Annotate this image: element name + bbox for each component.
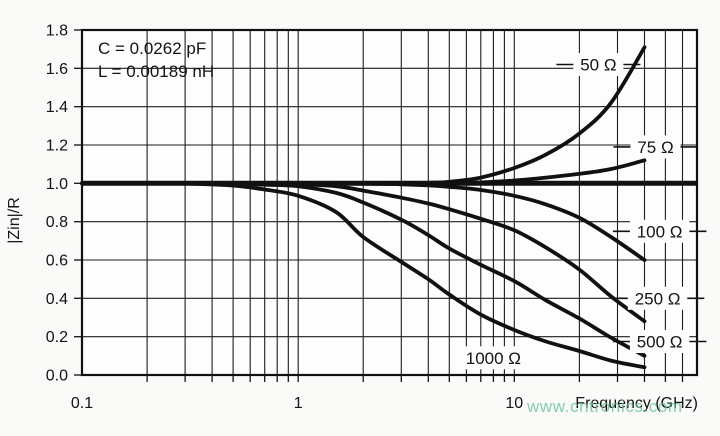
curve-1000-Ω (80, 181, 647, 370)
plot-border (80, 28, 699, 377)
annotation: C = 0.0262 pF L = 0.00189 nH (98, 39, 214, 81)
y-tick-label: 1.6 (46, 61, 68, 78)
annotation-capacitance: C = 0.0262 pF (98, 39, 206, 58)
y-tick-label: 0.0 (46, 368, 68, 385)
y-axis-title: |Zin|/R (6, 197, 23, 244)
x-tick-label: 10 (505, 395, 523, 412)
plot-area (82, 30, 697, 375)
y-tick-label: 0.8 (46, 214, 68, 231)
annotation-inductance: L = 0.00189 nH (98, 62, 214, 81)
label-backing (627, 286, 688, 310)
curve-labels: 50 Ω 75 Ω 100 Ω 250 Ω 500 Ω 1000 Ω (458, 53, 707, 370)
y-tick-label: 1.8 (46, 23, 68, 40)
y-tick-label: 0.4 (46, 291, 68, 308)
curve-label-100-Ω: 100 Ω (637, 222, 683, 241)
curve-label-250-Ω: 250 Ω (635, 289, 681, 308)
curve-label-500-Ω: 500 Ω (637, 333, 683, 352)
y-tick-label: 0.6 (46, 253, 68, 270)
label-backing (630, 135, 681, 159)
x-axis-title: Frequency (GHz) (575, 395, 698, 412)
x-tick-label: 0.1 (71, 395, 93, 412)
y-axis-labels: 1.8 1.6 1.4 1.2 1.0 0.8 0.6 0.4 0.2 0.0 (46, 23, 68, 385)
label-backing (573, 53, 624, 76)
curve-label-75-Ω: 75 Ω (637, 138, 673, 157)
gridlines (82, 30, 697, 375)
label-backing (629, 219, 690, 243)
y-tick-label: 1.2 (46, 138, 68, 155)
tick-marks (74, 29, 684, 382)
x-axis-labels: 0.1 1 10 Frequency (GHz) (71, 395, 698, 412)
y-tick-label: 1.4 (46, 99, 68, 116)
curve-label-1000-Ω: 1000 Ω (466, 349, 521, 368)
y-tick-label: 0.2 (46, 329, 68, 346)
curves (80, 45, 647, 370)
x-tick-label: 1 (294, 395, 303, 412)
label-backing (458, 346, 528, 370)
curve-label-50-Ω: 50 Ω (580, 56, 616, 75)
y-tick-label: 1.0 (46, 176, 68, 193)
label-backing (629, 330, 690, 353)
